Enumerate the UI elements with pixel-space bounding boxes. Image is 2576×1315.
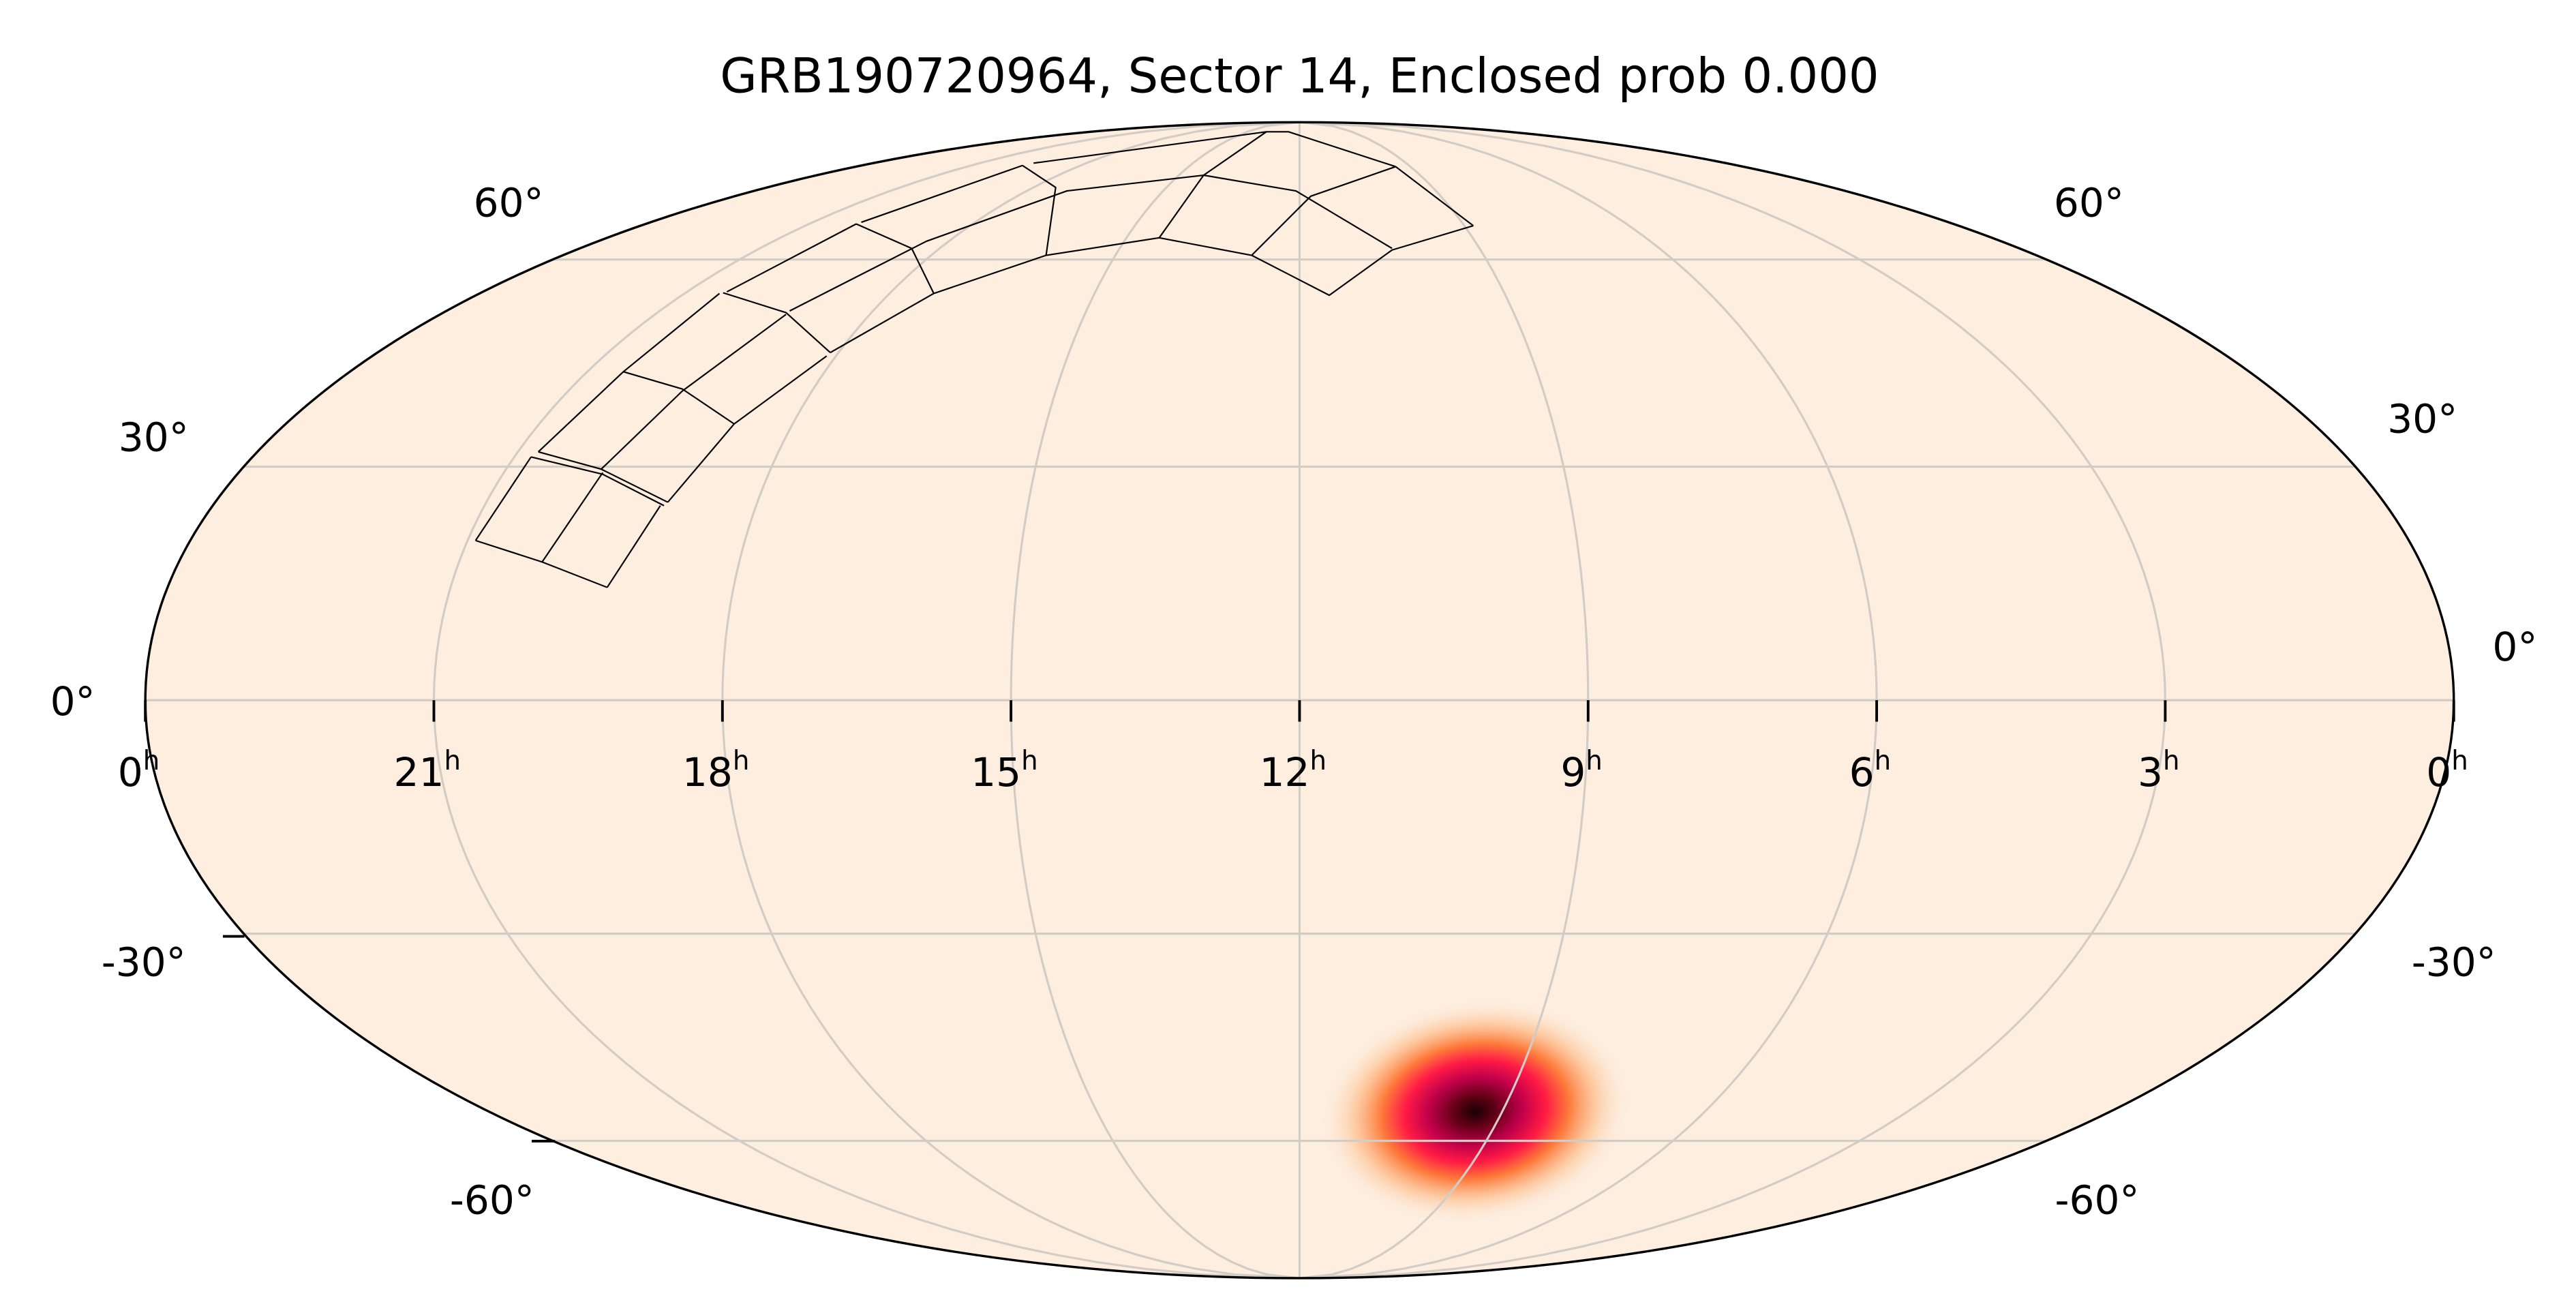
ra-tick-label: 0h (118, 746, 160, 796)
chart-title: GRB190720964, Sector 14, Enclosed prob 0… (720, 48, 1879, 104)
camera-footprint-outline (606, 505, 661, 588)
camera-footprint-outline (1251, 166, 1396, 256)
camera-footprint-outline (789, 174, 1393, 312)
dec-tick-label-right: -60° (2055, 1177, 2139, 1223)
ra-tick-label: 21h (394, 746, 461, 796)
ra-tick-label: 9h (1560, 746, 1603, 796)
camera-footprint-outline (474, 456, 532, 541)
ra-tick-label: 3h (2138, 746, 2180, 796)
camera-footprint-outline (1158, 131, 1267, 239)
camera-footprint-outline (1022, 164, 1057, 256)
camera-footprint-outline (1395, 166, 1474, 227)
dec-tick-label-right: 0° (2492, 624, 2537, 670)
ra-tick-label: 15h (971, 746, 1038, 796)
dec-tick-label-left: 0° (50, 678, 95, 725)
dec-tick-label-right: -30° (2412, 939, 2496, 986)
dec-tick-label-left: 60° (474, 179, 544, 226)
probability-heatmap-blob (1319, 998, 1632, 1225)
camera-footprint-outline (1033, 131, 1396, 168)
camera-footprint-outline (601, 314, 787, 470)
camera-footprint-outline (530, 456, 665, 507)
camera-footprint-outline (623, 371, 735, 425)
camera-footprint-outline (541, 472, 604, 562)
dec-tick-label-left: -30° (102, 939, 186, 986)
camera-footprint-outline (667, 355, 828, 503)
camera-footprint-outline (723, 292, 831, 354)
ra-tick-label: 6h (1849, 746, 1892, 796)
dec-tick-label-left: -60° (450, 1177, 534, 1223)
camera-footprint-outline (726, 223, 857, 293)
dec-tick-label-right: 60° (2054, 179, 2124, 226)
camera-footprint-outline (475, 539, 608, 588)
ra-tick-label: 0h (2426, 746, 2468, 796)
dec-tick-label-right: 30° (2387, 396, 2457, 442)
ra-tick-label: 18h (682, 746, 750, 796)
camera-footprint-outline (830, 225, 1474, 354)
ra-tick-label: 12h (1260, 746, 1327, 796)
camera-footprint-outline (861, 164, 1023, 224)
dec-tick-label-left: 30° (119, 414, 189, 460)
